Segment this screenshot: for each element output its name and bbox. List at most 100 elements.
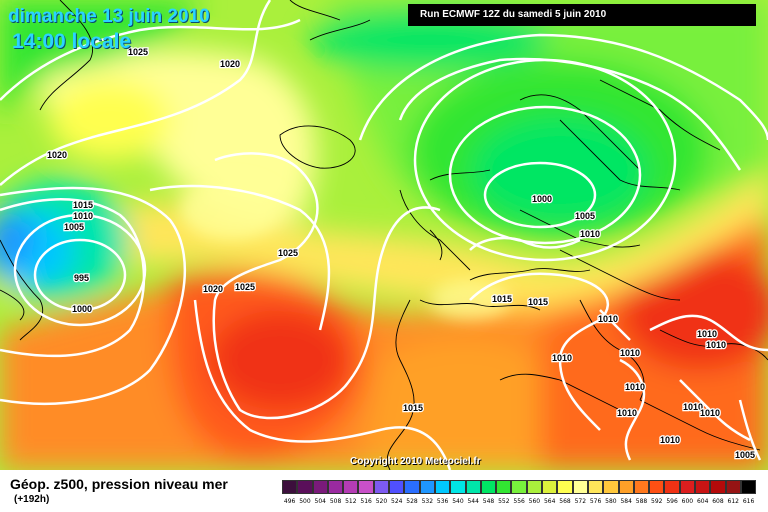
scale-swatch [358,480,374,494]
scale-swatch [603,480,619,494]
pressure-labels: 1025 1020 1020 1015 1010 1005 995 1000 1… [46,46,757,462]
pressure-label: 1010 [706,340,726,350]
scale-value: 560 [528,498,541,505]
pressure-label: 1015 [528,297,548,307]
scale-swatch [740,480,757,494]
scale-value: 592 [651,498,663,505]
scale-swatch [297,480,313,494]
pressure-label: 1020 [220,59,240,69]
scale-swatch [389,480,405,494]
scale-value: 576 [589,498,602,505]
scale-swatch [633,480,650,494]
scale-swatch [282,480,298,494]
scale-value: 568 [559,498,571,505]
coastlines [0,0,768,470]
pressure-label: 1010 [552,353,572,363]
color-scale [282,480,757,494]
scale-value: 588 [635,498,648,505]
scale-swatch [404,480,420,494]
pressure-label: 1025 [278,248,298,258]
scale-swatch [450,480,466,494]
scale-value: 608 [712,498,724,505]
scale-value: 524 [391,498,403,505]
pressure-label: 1010 [683,402,703,412]
scale-value: 596 [666,498,678,505]
scale-value: 544 [467,498,479,505]
pressure-label: 1010 [580,229,600,239]
scale-value: 496 [283,498,296,505]
scale-value: 508 [329,498,342,505]
scale-value: 520 [375,498,388,505]
pressure-label: 1020 [203,284,223,294]
scale-swatch [587,480,604,494]
scale-value: 616 [742,498,755,505]
pressure-label: 1010 [620,348,640,358]
scale-swatch [419,480,435,494]
pressure-label: 1020 [47,150,67,160]
scale-swatch [710,480,726,494]
scale-swatch [480,480,497,494]
scale-value: 512 [345,498,357,505]
scale-value: 604 [696,498,709,505]
color-scale-labels: 496 500 504 508 512 516 520 524 528 532 536 540 544 5… [282,498,756,505]
scale-value: 516 [360,498,372,505]
scale-value: 504 [314,498,326,505]
pressure-label: 1010 [625,382,645,392]
scale-value: 556 [513,498,525,505]
scale-swatch [511,480,527,494]
scale-value: 540 [452,498,464,505]
pressure-label: 1010 [73,211,93,221]
geopotential-field [0,0,768,470]
pressure-label: 1010 [700,408,720,418]
pressure-label: 1005 [575,211,595,221]
scale-value: 532 [421,498,434,505]
scale-value: 564 [543,498,556,505]
scale-value: 580 [605,498,617,505]
legend-title: Géop. z500, pression niveau mer [10,476,228,492]
scale-value: 552 [498,498,510,505]
pressure-label: 1015 [403,403,423,413]
scale-swatch [343,480,359,494]
scale-swatch [725,480,741,494]
scale-swatch [465,480,481,494]
scale-swatch [542,480,558,494]
scale-swatch [649,480,665,494]
scale-value: 528 [406,498,418,505]
scale-swatch [618,480,634,494]
scale-swatch [327,480,344,494]
scale-value: 584 [620,498,632,505]
scale-swatch [312,480,328,494]
pressure-label: 1015 [492,294,512,304]
scale-value: 600 [681,498,694,505]
scale-swatch [373,480,390,494]
scale-swatch [496,480,512,494]
pressure-label: 1010 [598,314,618,324]
pressure-map: 1025 1020 1020 1015 1010 1005 995 1000 1… [0,0,768,470]
scale-value: 572 [574,498,587,505]
pressure-label: 995 [74,273,89,283]
scale-value: 548 [482,498,495,505]
run-info: Run ECMWF 12Z du samedi 5 juin 2010 [408,4,756,26]
scale-swatch [526,480,543,494]
pressure-label: 1010 [660,435,680,445]
scale-swatch [695,480,711,494]
pressure-label: 1000 [72,304,92,314]
scale-swatch [664,480,680,494]
scale-swatch [572,480,588,494]
forecast-date: dimanche 13 juin 2010 [8,6,210,27]
scale-swatch [679,480,696,494]
forecast-time: 14:00 locale [12,30,132,53]
pressure-label: 1005 [64,222,84,232]
scale-value: 536 [436,498,449,505]
pressure-label: 1015 [73,200,93,210]
scale-value: 612 [727,498,739,505]
pressure-label: 1000 [532,194,552,204]
scale-value: 500 [299,498,311,505]
pressure-label: 1025 [128,47,148,57]
isobars [0,0,768,470]
legend-subtitle: (+192h) [14,494,50,505]
scale-swatch [434,480,451,494]
pressure-label: 1005 [735,450,755,460]
pressure-label: 1010 [617,408,637,418]
